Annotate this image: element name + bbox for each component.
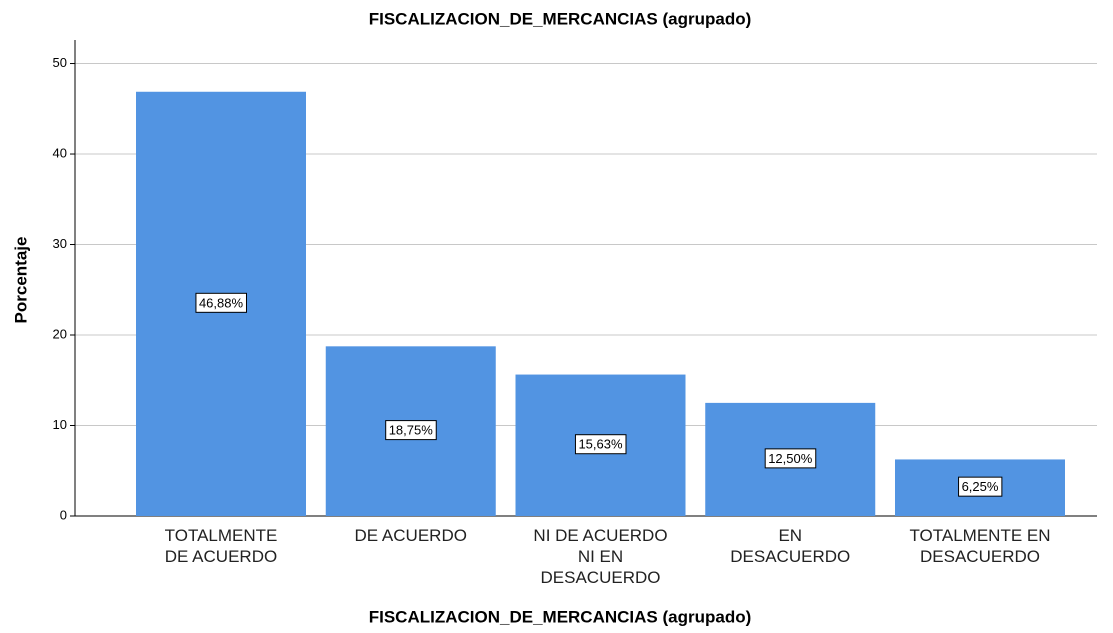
value-label: 18,75% xyxy=(389,423,434,438)
y-tick-label: 10 xyxy=(53,417,67,432)
chart-title: FISCALIZACION_DE_MERCANCIAS (agrupado) xyxy=(369,9,752,28)
x-tick-line: TOTALMENTE xyxy=(165,526,278,545)
x-tick-line: DE ACUERDO xyxy=(355,526,467,545)
y-tick-label: 40 xyxy=(53,145,67,160)
value-label-box xyxy=(958,476,1003,497)
x-tick-line: DE ACUERDO xyxy=(165,547,277,566)
x-tick-line: EN xyxy=(778,526,802,545)
x-tick-label: TOTALMENTE EN DESACUERDO xyxy=(909,526,1050,566)
x-axis-title: FISCALIZACION_DE_MERCANCIAS (agrupado) xyxy=(369,607,752,626)
value-label: 6,25% xyxy=(962,479,999,494)
y-tick-label: 50 xyxy=(53,55,67,70)
x-tick-label: NI DE ACUERDO NI EN DESACUERDO xyxy=(533,526,667,587)
value-label: 12,50% xyxy=(768,451,813,466)
x-tick-label: DE ACUERDO xyxy=(355,526,467,545)
value-label-box xyxy=(764,448,817,469)
value-label: 46,88% xyxy=(199,295,244,310)
value-label-box xyxy=(574,434,627,455)
x-tick-line: DESACUERDO xyxy=(541,568,661,587)
y-axis-title: Porcentaje xyxy=(11,237,30,324)
x-tick-label: EN DESACUERDO xyxy=(730,526,850,566)
x-tick-label: TOTALMENTE DE ACUERDO xyxy=(165,526,278,566)
value-label-box xyxy=(385,420,437,441)
y-tick-label: 20 xyxy=(53,326,67,341)
y-tick-label: 30 xyxy=(53,236,67,251)
x-tick-line: TOTALMENTE EN xyxy=(909,526,1050,545)
x-tick-line: NI DE ACUERDO xyxy=(533,526,667,545)
value-label: 15,63% xyxy=(578,437,623,452)
x-tick-line: NI EN xyxy=(578,547,623,566)
x-tick-line: DESACUERDO xyxy=(730,547,850,566)
value-label-box xyxy=(195,292,247,313)
y-tick-label: 0 xyxy=(60,507,67,522)
x-tick-line: DESACUERDO xyxy=(920,547,1040,566)
